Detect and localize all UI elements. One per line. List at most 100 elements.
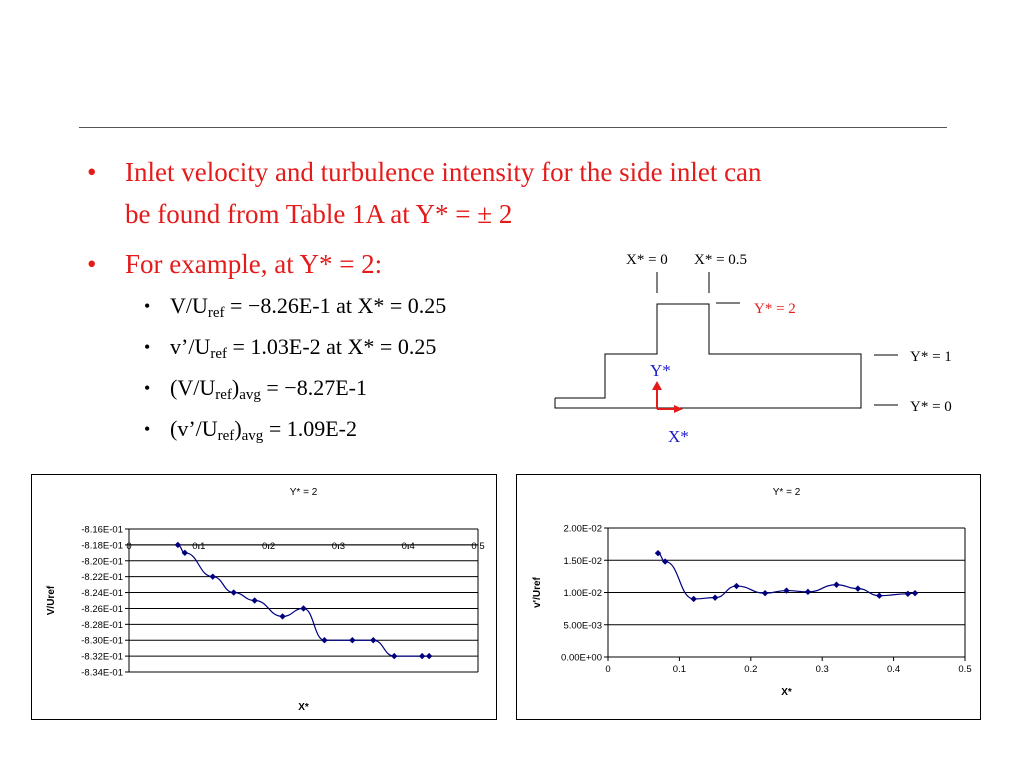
chart-turbulence-box: Y* = 2 2.00E-02 1.50E-02 1.00E-02 5.00E-03 0.… xyxy=(516,474,981,720)
y-tick-label: -8.26E-01 xyxy=(81,604,123,615)
bullet-inlet-cont: be found from Table 1A at Y* = ± 2 xyxy=(125,198,512,230)
bullet-dot: • xyxy=(87,157,97,187)
y-tick-label: -8.28E-01 xyxy=(81,620,123,631)
bullet-dot: • xyxy=(144,378,151,398)
data-point xyxy=(911,589,919,597)
y-tick-label: -8.34E-01 xyxy=(81,668,123,679)
y-axis-label: V/Uref xyxy=(46,585,57,615)
sub-bullet-3-sub: ref xyxy=(215,387,232,403)
bullet-dot: • xyxy=(144,419,151,439)
x-tick-label: 0.1 xyxy=(673,664,686,675)
data-point xyxy=(251,597,258,604)
y-axis-label: v'/Uref xyxy=(532,576,543,607)
data-point xyxy=(300,605,307,612)
data-point xyxy=(174,541,182,549)
x05-label: X* = 0.5 xyxy=(694,252,747,268)
inlet-geometry-diagram: X* = 0 X* = 0.5 Y* = 2 Y* = 1 Y* = 0 Y* … xyxy=(554,252,952,446)
y-tick-label: 0.00E+00 xyxy=(561,653,602,664)
data-point xyxy=(230,589,237,596)
y-tick-label: 2.00E-02 xyxy=(563,524,602,535)
y1-label: Y* = 1 xyxy=(910,349,952,365)
chart-turbulence: Y* = 2 2.00E-02 1.50E-02 1.00E-02 5.00E-03 0.… xyxy=(532,487,972,698)
bullet-inlet-line2: be found from Table 1A at Y* = ± 2 xyxy=(125,199,513,229)
data-point xyxy=(804,588,812,596)
x-tick-label: 0.3 xyxy=(816,664,829,675)
x-tick-label: 0.3 xyxy=(332,541,345,552)
sub-bullet-1: • V/Uref = −8.26E-1 at X* = 0.25 xyxy=(144,292,446,321)
sub-bullet-1-pre: V/U xyxy=(170,293,208,318)
bullet-dot: • xyxy=(144,337,151,357)
sub-bullet-2-sub: ref xyxy=(210,346,227,362)
data-point xyxy=(854,585,862,592)
sub-bullet-1-sub: ref xyxy=(207,305,225,321)
data-point xyxy=(876,592,883,599)
data-point xyxy=(391,652,398,660)
bullet-dot: • xyxy=(144,296,151,316)
chart-title: Y* = 2 xyxy=(773,487,801,498)
sub-bullet-4-post: = 1.09E-2 xyxy=(263,416,357,441)
sub-bullet-4-pre: (v’/U xyxy=(170,416,218,441)
y-tick-label: 1.00E-02 xyxy=(563,588,602,599)
y-tick-label: -8.32E-01 xyxy=(81,652,123,663)
bullet-inlet: • Inlet velocity and turbulence intensit… xyxy=(87,156,762,188)
sub-bullet-4-sub: ref xyxy=(217,428,235,444)
sub-bullet-2-post: = 1.03E-2 at X* = 0.25 xyxy=(226,334,437,359)
y-tick-label: -8.24E-01 xyxy=(81,588,123,599)
x-tick-label: 0.2 xyxy=(744,664,757,675)
data-point xyxy=(661,558,669,565)
data-point xyxy=(370,637,377,644)
chart-velocity-box: Y* = 2 -8.16E-01 -8.18E-01 -8.20E-01 -8.22E-… xyxy=(31,474,497,720)
x-axis-arrowhead xyxy=(674,405,683,413)
data-point xyxy=(349,637,356,644)
y-tick-label: -8.16E-01 xyxy=(81,525,123,536)
title-divider xyxy=(79,127,947,128)
x-axis-label: X* xyxy=(781,687,792,698)
y-axis-arrowhead xyxy=(652,381,662,390)
y-tick-label: -8.22E-01 xyxy=(81,572,123,583)
chart-velocity: Y* = 2 -8.16E-01 -8.18E-01 -8.20E-01 -8.22E-… xyxy=(46,487,485,713)
x-tick-label: 0.5 xyxy=(471,541,484,552)
bullet-inlet-line1: Inlet velocity and turbulence intensity … xyxy=(125,157,762,187)
y-tick-label: 5.00E-03 xyxy=(563,620,602,631)
y2-label: Y* = 2 xyxy=(754,301,796,317)
sub-bullet-4-sub2: avg xyxy=(241,428,264,444)
x0-label: X* = 0 xyxy=(626,252,668,268)
x-tick-label: 0.5 xyxy=(958,664,971,675)
data-point xyxy=(733,582,740,590)
y-tick-label: -8.18E-01 xyxy=(81,540,123,551)
data-point xyxy=(904,590,912,597)
data-point xyxy=(690,595,697,603)
channel-outline xyxy=(554,303,862,409)
x-tick-label: 0 xyxy=(126,541,131,552)
y-tick-label: 1.50E-02 xyxy=(563,556,602,567)
sub-bullet-3-pre: (V/U xyxy=(170,375,216,400)
y0-label: Y* = 0 xyxy=(910,399,952,415)
y-tick-label: -8.20E-01 xyxy=(81,556,123,567)
y-axis-label: Y* xyxy=(650,361,671,380)
sub-bullet-4-mid: ) xyxy=(234,416,242,441)
y-tick-label: -8.30E-01 xyxy=(81,636,123,647)
data-point xyxy=(783,587,790,594)
data-point xyxy=(321,637,328,644)
series-line xyxy=(177,544,430,657)
x-tick-label: 0.2 xyxy=(262,541,275,552)
sub-bullet-3-mid: ) xyxy=(231,375,240,400)
data-point xyxy=(279,613,286,620)
x-tick-label: 0.4 xyxy=(887,664,900,675)
x-tick-label: 0.4 xyxy=(402,541,415,552)
sub-bullet-4: • (v’/Uref)avg = 1.09E-2 xyxy=(144,415,357,444)
sub-bullet-2-pre: v’/U xyxy=(170,334,211,359)
bullet-example-text: For example, at Y* = 2: xyxy=(125,249,383,279)
bullet-example: • For example, at Y* = 2: xyxy=(87,248,383,280)
x-axis-label: X* xyxy=(668,427,689,446)
chart-title: Y* = 2 xyxy=(290,487,318,498)
sub-bullet-3: • (V/Uref)avg = −8.27E-1 xyxy=(144,374,367,403)
x-tick-label: 0 xyxy=(605,664,610,675)
data-point xyxy=(761,589,769,597)
x-tick-label: 0.1 xyxy=(192,541,205,552)
sub-bullet-2: • v’/Uref = 1.03E-2 at X* = 0.25 xyxy=(144,333,437,362)
data-point xyxy=(425,652,433,660)
x-axis-label: X* xyxy=(298,702,309,713)
bullet-dot: • xyxy=(87,249,97,279)
sub-bullet-3-sub2: avg xyxy=(239,387,261,403)
